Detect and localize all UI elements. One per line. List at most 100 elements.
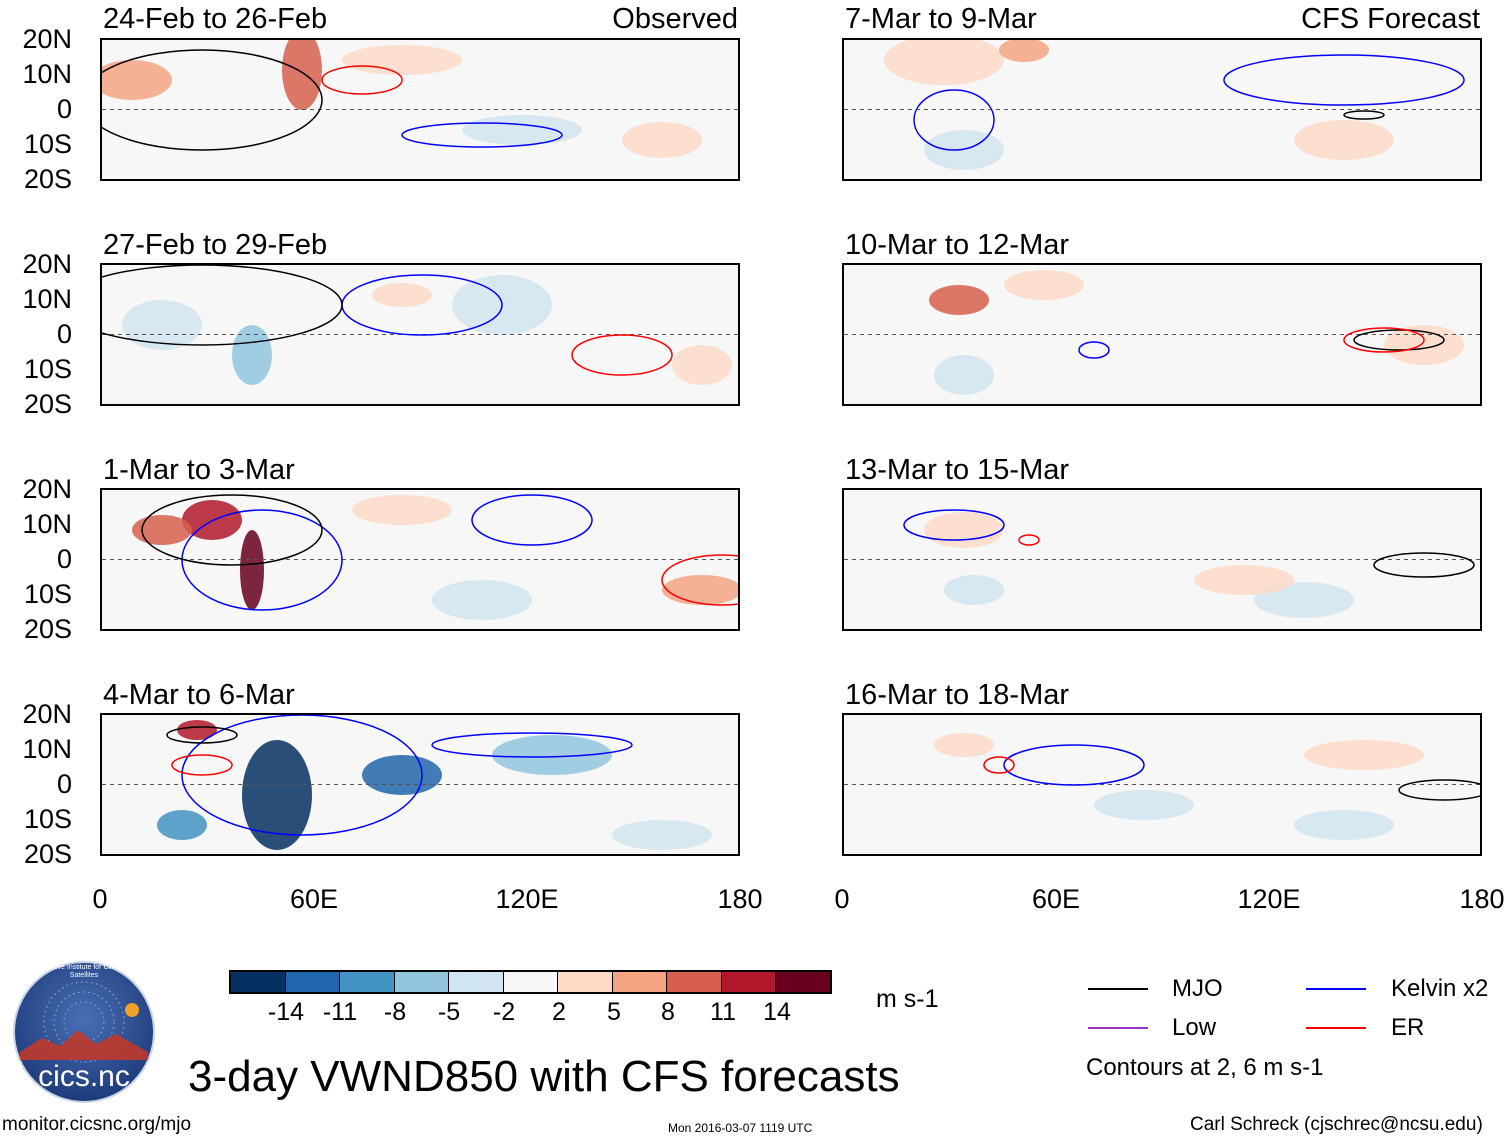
colorbar-swatch — [612, 972, 668, 992]
observed-label: Observed — [612, 3, 738, 35]
map-graphic — [102, 40, 738, 158]
lon-tick: 120E — [495, 884, 559, 914]
map-panel-left-3 — [100, 488, 740, 631]
filtered-wave-contour — [401, 122, 563, 148]
map-graphic — [102, 265, 738, 385]
colorbar-label: -2 — [492, 998, 516, 1026]
footer-author: Carl Schreck (cjschrec@ncsu.edu) — [1190, 1114, 1483, 1135]
colorbar-label: 14 — [763, 998, 791, 1026]
legend-label-low: Low — [1172, 1014, 1217, 1041]
legend-line-mjo — [1088, 988, 1148, 990]
colorbar-swatch — [776, 972, 831, 992]
wind-anomaly-shading — [102, 60, 172, 100]
wind-anomaly-shading — [342, 45, 462, 75]
colorbar-label: -8 — [383, 998, 407, 1026]
lon-tick: 120E — [1237, 884, 1301, 914]
lat-tick: 20N — [22, 249, 72, 279]
chart-title: 3-day VWND850 with CFS forecasts — [188, 1052, 900, 1101]
logo-graphic — [13, 961, 155, 1103]
colorbar — [229, 970, 832, 994]
wind-anomaly-shading — [929, 285, 989, 315]
panel-title-left-2: 27-Feb to 29-Feb — [103, 229, 328, 261]
panel-title-left-3: 1-Mar to 3-Mar — [103, 454, 295, 486]
lat-tick: 10S — [23, 129, 72, 159]
wind-anomaly-shading — [1254, 582, 1354, 618]
wind-anomaly-shading — [1004, 270, 1084, 300]
wind-anomaly-shading — [132, 515, 192, 545]
filtered-wave-contour — [471, 494, 593, 546]
wind-anomaly-shading — [182, 500, 242, 540]
filtered-wave-contour — [166, 726, 238, 744]
wind-anomaly-shading — [1094, 790, 1194, 820]
wind-anomaly-shading — [662, 575, 738, 605]
filtered-wave-contour — [102, 265, 343, 346]
colorbar-swatch — [340, 972, 395, 992]
logo-ring-text: Cooperative Institute for Climate and Sa… — [27, 964, 141, 979]
lat-tick: 10N — [22, 59, 72, 89]
lat-tick: 10S — [23, 579, 72, 609]
filtered-wave-contour — [181, 509, 343, 611]
wind-anomaly-shading — [672, 345, 732, 385]
colorbar-swatch — [285, 972, 341, 992]
wind-anomaly-shading — [612, 820, 712, 850]
filtered-wave-contour — [171, 754, 233, 776]
lat-tick: 10S — [23, 354, 72, 384]
filtered-wave-contour — [1343, 327, 1425, 353]
map-graphic — [844, 733, 1480, 840]
colorbar-label: -5 — [437, 998, 461, 1026]
panel-title-right-1: 7-Mar to 9-Mar — [845, 3, 1037, 35]
map-panel-left-2 — [100, 263, 740, 406]
filtered-wave-contour — [1223, 54, 1465, 106]
wind-anomaly-shading — [177, 720, 217, 740]
colorbar-swatch — [721, 972, 777, 992]
wind-anomaly-shading — [362, 755, 442, 795]
legend-label-kelvin: Kelvin x2 — [1391, 975, 1489, 1002]
filtered-wave-contour — [913, 89, 995, 151]
legend-label-mjo: MJO — [1172, 975, 1223, 1002]
colorbar-swatch — [558, 972, 613, 992]
lon-tick: 0 — [834, 884, 850, 914]
filtered-wave-contour — [1343, 110, 1385, 120]
colorbar-swatch — [449, 972, 504, 992]
wind-anomaly-shading — [232, 325, 272, 385]
filtered-wave-contour — [141, 494, 323, 566]
lat-tick: 0 — [56, 769, 72, 799]
lat-tick: 10S — [23, 804, 72, 834]
legend-label-er: ER — [1391, 1014, 1425, 1041]
filtered-wave-contour — [431, 732, 633, 758]
lon-tick: 60E — [1031, 884, 1081, 914]
wind-anomaly-shading — [1194, 565, 1294, 595]
wind-anomaly-shading — [999, 40, 1049, 62]
legend-line-kelvin — [1306, 988, 1366, 990]
map-panel-left-4 — [100, 713, 740, 856]
colorbar-swatch — [503, 972, 559, 992]
filtered-wave-contour — [661, 554, 738, 606]
filtered-wave-contour — [1003, 744, 1145, 786]
lat-tick: 20S — [23, 164, 72, 194]
filtered-wave-contour — [903, 509, 1005, 541]
map-panel-right-1 — [842, 38, 1482, 181]
panel-title-right-4: 16-Mar to 18-Mar — [845, 679, 1070, 711]
wind-anomaly-shading — [462, 115, 582, 145]
wind-anomaly-shading — [282, 40, 322, 110]
panel-title-left-4: 4-Mar to 6-Mar — [103, 679, 295, 711]
map-graphic — [844, 270, 1480, 395]
panel-title-right-2: 10-Mar to 12-Mar — [845, 229, 1070, 261]
wind-anomaly-shading — [122, 300, 202, 350]
cicsnc-logo: Cooperative Institute for Climate and Sa… — [12, 960, 156, 1104]
map-graphic — [102, 494, 738, 620]
lon-tick: 180 — [1459, 884, 1505, 914]
wind-anomaly-shading — [924, 512, 1004, 548]
lon-tick: 60E — [289, 884, 339, 914]
cfs-forecast-label: CFS Forecast — [1301, 3, 1480, 35]
colorbar-swatch — [667, 972, 722, 992]
wind-anomaly-shading — [242, 740, 312, 850]
wind-anomaly-shading — [924, 130, 1004, 170]
wind-anomaly-shading — [1304, 740, 1424, 770]
footer-site-link[interactable]: monitor.cicsnc.org/mjo — [2, 1114, 192, 1135]
lat-tick: 10N — [22, 284, 72, 314]
filtered-wave-contour — [321, 65, 403, 95]
legend-line-er — [1306, 1027, 1366, 1029]
lat-tick: 10N — [22, 509, 72, 539]
filtered-wave-contour — [181, 715, 423, 836]
